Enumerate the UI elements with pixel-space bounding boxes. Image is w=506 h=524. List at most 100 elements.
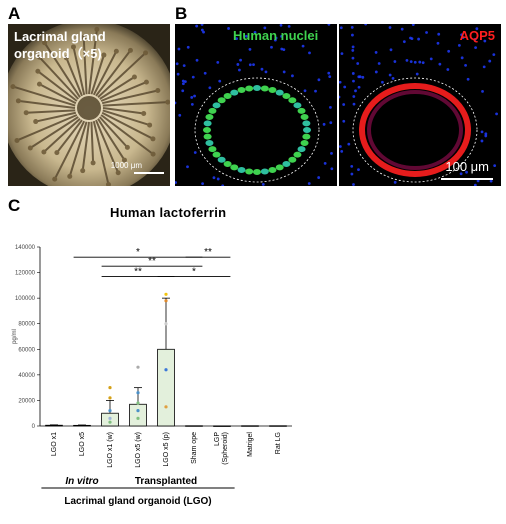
dapi-dot: [330, 167, 334, 171]
category-label-line: Matrigel: [247, 432, 254, 457]
dapi-dot: [484, 132, 488, 136]
dapi-dot: [177, 47, 181, 51]
dapi-dot: [358, 75, 362, 79]
dapi-dot: [193, 94, 196, 98]
organoid-branch: [18, 99, 76, 109]
nucleus-mark: [208, 146, 217, 153]
dapi-dot: [411, 24, 415, 26]
bar: [185, 425, 203, 427]
y-tick-label: 60000: [18, 347, 35, 353]
y-axis-label: pg/ml: [12, 329, 18, 344]
dapi-dot: [236, 63, 240, 66]
dapi-dot: [340, 149, 344, 153]
dapi-dot: [176, 72, 180, 76]
dapi-dot: [181, 79, 185, 83]
organoid-bud: [52, 176, 58, 182]
organoid-branch: [37, 70, 78, 102]
organoid-branch: [99, 76, 135, 100]
organoid-branch: [102, 101, 168, 107]
bar: [45, 424, 63, 427]
dapi-dot: [338, 80, 342, 84]
data-point: [108, 396, 112, 400]
organoid-bud: [36, 81, 42, 87]
nucleus-mark: [268, 87, 277, 94]
organoid-photo: Lacrimal gland organoid（×5) 1000 μm: [8, 24, 170, 186]
category-label-line: LGO x1 (w): [107, 432, 114, 468]
data-point: [136, 409, 140, 413]
organoid-bud: [105, 182, 111, 186]
dapi-dot: [357, 85, 361, 89]
nucleus-mark: [275, 89, 284, 96]
data-point: [108, 420, 112, 424]
organoid-bud: [70, 44, 76, 50]
dapi-dot: [208, 86, 212, 90]
category-label-line: Rat LG: [275, 432, 282, 454]
y-tick-label: 120000: [15, 271, 36, 277]
dapi-dot: [447, 49, 451, 53]
dapi-dot: [264, 70, 268, 74]
nucleus-mark: [275, 164, 284, 171]
organoid-bud: [131, 74, 137, 80]
dapi-dot: [261, 182, 265, 186]
bar: [213, 425, 231, 427]
category-label-line: LGP: [214, 432, 221, 446]
nucleus-mark: [237, 87, 246, 94]
dapi-dot: [270, 45, 273, 49]
dapi-dot: [338, 145, 342, 148]
dapi-dot: [216, 60, 220, 64]
nucleus-mark: [297, 146, 306, 153]
dapi-dot: [493, 164, 497, 168]
nucleus-mark: [230, 164, 239, 171]
panel-b-scale-label: 100 μm: [445, 159, 489, 174]
dapi-dot: [227, 27, 230, 30]
organoid-bud: [113, 48, 119, 54]
dapi-dot: [248, 47, 252, 51]
organoid-bud: [94, 26, 100, 32]
dapi-dot: [437, 32, 441, 36]
dapi-dot: [191, 75, 195, 79]
organoid-branch: [88, 29, 98, 95]
nucleus-mark: [212, 102, 221, 109]
organoid-bud: [150, 151, 156, 157]
dapi-dot: [483, 39, 487, 43]
data-point: [136, 401, 140, 405]
data-point: [136, 416, 140, 420]
organoid-bud: [90, 160, 96, 166]
nucleus-mark: [282, 93, 291, 100]
dapi-dot: [282, 48, 286, 51]
panel-a-scale-bar: [134, 172, 164, 174]
dapi-dot: [339, 26, 343, 30]
organoid-branch: [101, 89, 159, 105]
dapi-dot: [200, 28, 204, 32]
organoid-bud: [54, 150, 60, 156]
organoid-bud: [143, 50, 149, 56]
x-axis-label: Lacrimal gland organoid (LGO): [64, 496, 211, 507]
dapi-dot: [178, 113, 182, 117]
panel-c-letter: C: [8, 196, 21, 215]
organoid-bud: [41, 149, 47, 155]
dapi-dot: [202, 30, 205, 34]
dapi-dot: [193, 151, 197, 154]
dapi-dot: [418, 60, 422, 64]
panel-b-scale-bar: [441, 178, 493, 180]
category-label-line: LGO x5 (w): [135, 432, 142, 468]
nucleus-mark: [203, 133, 212, 140]
nucleus-mark: [297, 107, 306, 114]
nucleus-mark: [260, 85, 269, 92]
dapi-dot: [329, 121, 333, 125]
dapi-dot: [352, 183, 355, 186]
organoid-bud: [33, 119, 39, 125]
dapi-dot: [351, 45, 355, 49]
nucleus-mark: [223, 93, 232, 100]
dapi-dot: [186, 45, 190, 49]
nucleus-mark: [302, 133, 311, 140]
data-point: [164, 292, 168, 296]
organoid-bud: [81, 34, 87, 40]
dapi-dot: [364, 24, 368, 26]
organoid-branch: [72, 46, 86, 96]
data-point: [164, 368, 168, 372]
organoid-branch: [92, 50, 118, 96]
nucleus-mark: [282, 160, 291, 167]
dapi-dot: [474, 46, 478, 49]
dapi-dot: [421, 61, 425, 65]
